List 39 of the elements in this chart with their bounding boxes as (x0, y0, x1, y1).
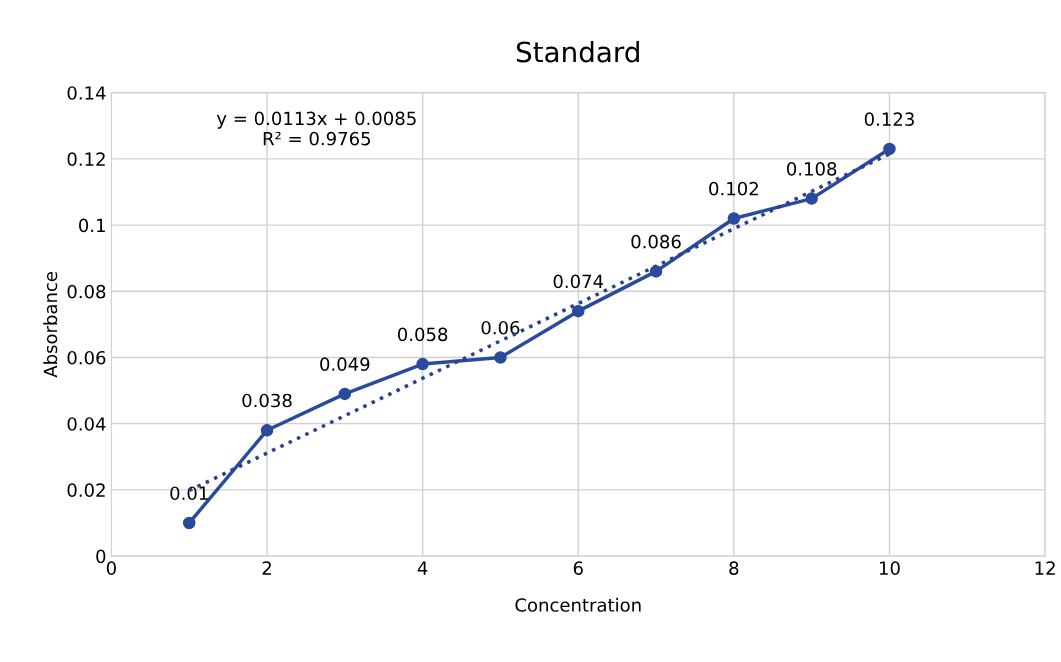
point (883, 142, 896, 156)
data-label: 0.074 (553, 274, 604, 289)
point (494, 351, 507, 364)
x-tick-label: 10 (879, 561, 900, 575)
x-tick-label: 2 (262, 561, 271, 575)
x-tick-label: 6 (573, 561, 583, 575)
data-label: 0.058 (397, 327, 448, 342)
x-tick-label: 0 (106, 561, 116, 575)
y-tick-label: 0.08 (67, 284, 106, 299)
data-label: 0.086 (631, 234, 681, 249)
data-label: 0.102 (709, 181, 758, 196)
data-label: 0.038 (242, 393, 292, 408)
point (416, 357, 429, 371)
y-tick-label: 0.06 (67, 350, 106, 365)
data-label: 0.049 (320, 357, 370, 371)
point (338, 387, 352, 401)
point (260, 424, 274, 437)
data-label: 0.06 (481, 320, 520, 335)
y-axis-title: Absorbance (43, 272, 58, 378)
x-tick-label: 12 (1035, 561, 1055, 575)
point (182, 516, 196, 530)
annotation: y = 0.0113x + 0.0085 R² = 0.9765 (216, 111, 416, 146)
x-tick-label: 8 (729, 561, 739, 575)
y-tick-label: 0.14 (67, 86, 106, 100)
y-tick-label: 0.02 (67, 483, 105, 497)
point (571, 304, 585, 318)
point (649, 265, 663, 278)
y-tick-label: 0.12 (67, 152, 105, 166)
x-axis-title: Concentration (515, 597, 641, 612)
x-tick-label: 4 (417, 561, 428, 575)
data-label: 0.108 (787, 162, 837, 176)
point (727, 212, 741, 225)
y-tick-label: 0.1 (79, 218, 105, 233)
y-tick-label: 0 (96, 549, 106, 564)
y-tick-label: 0.04 (67, 417, 106, 431)
chart-title: Standard (516, 41, 639, 63)
data-label: 0.01 (170, 486, 208, 501)
point (805, 192, 818, 205)
data-label: 0.123 (864, 112, 914, 127)
